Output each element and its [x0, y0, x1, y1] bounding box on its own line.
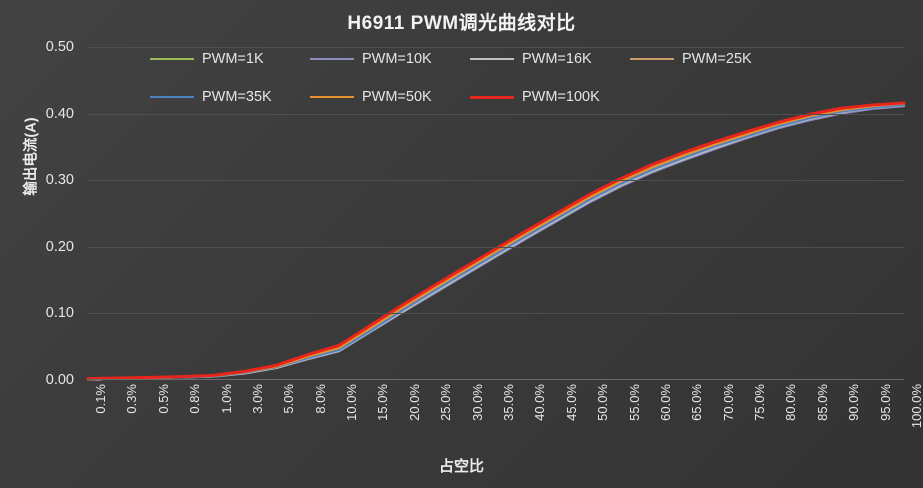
x-tick-label: 80.0%	[783, 384, 799, 421]
x-tick-label: 1.0%	[218, 384, 234, 414]
y-tick-label: 0.20	[45, 238, 74, 255]
legend-swatch-icon	[310, 58, 354, 60]
gridline	[88, 47, 904, 48]
series-line-pwm-10k	[87, 105, 905, 381]
legend-swatch-icon	[470, 95, 514, 99]
chart-legend: PWM=1K PWM=10K PWM=16K PWM=25K PWM=35K PWM=50…	[150, 48, 790, 124]
x-tick-label: 70.0%	[720, 384, 736, 421]
gridline	[88, 246, 904, 248]
legend-item-pwm-50k[interactable]: PWM=50K	[310, 86, 470, 108]
y-tick-label: 0.30	[45, 172, 74, 189]
legend-label: PWM=35K	[202, 89, 272, 105]
x-tick-label: 100.0%	[909, 384, 923, 429]
legend-label: PWM=10K	[362, 51, 432, 67]
legend-label: PWM=16K	[522, 51, 592, 67]
legend-label: PWM=25K	[682, 51, 752, 67]
series-line-pwm-35k	[87, 103, 905, 381]
legend-swatch-icon	[150, 96, 194, 98]
legend-item-pwm-35k[interactable]: PWM=35K	[150, 86, 310, 108]
x-tick-label: 8.0%	[312, 384, 328, 414]
legend-swatch-icon	[470, 58, 514, 60]
x-tick-label: 75.0%	[752, 384, 768, 421]
legend-item-pwm-10k[interactable]: PWM=10K	[310, 48, 470, 70]
x-axis-tick-labels: 0.1% 0.3% 0.5% 0.8% 1.0% 3.0% 5.0% 8.0% 10.0% 15.…	[88, 384, 923, 456]
series-line-pwm-16k	[87, 103, 905, 381]
x-tick-label: 95.0%	[877, 384, 893, 421]
legend-item-pwm-100k[interactable]: PWM=100K	[470, 86, 630, 108]
legend-swatch-icon	[310, 96, 354, 98]
x-tick-label: 20.0%	[406, 384, 422, 421]
plot-area	[86, 47, 906, 381]
series-line-pwm-100k	[86, 101, 906, 381]
x-tick-label: 0.1%	[93, 384, 108, 414]
legend-label: PWM=100K	[522, 89, 600, 105]
x-tick-label: 65.0%	[689, 384, 705, 421]
x-tick-label: 55.0%	[626, 384, 642, 421]
x-tick-label: 50.0%	[595, 384, 611, 421]
x-tick-label: 60.0%	[657, 384, 673, 421]
x-tick-label: 0.8%	[187, 384, 203, 414]
x-tick-label: 10.0%	[344, 384, 360, 421]
x-tick-label: 0.5%	[155, 384, 171, 414]
series-line-pwm-1k	[87, 104, 905, 381]
gridline	[88, 180, 904, 182]
x-tick-label: 35.0%	[501, 384, 516, 421]
x-tick-label: 15.0%	[375, 384, 391, 421]
x-tick-label: 85.0%	[814, 384, 830, 421]
legend-item-pwm-16k[interactable]: PWM=16K	[470, 48, 630, 70]
x-tick-label: 25.0%	[438, 384, 454, 421]
x-tick-label: 5.0%	[281, 384, 297, 414]
series-line-pwm-50k	[87, 102, 905, 381]
x-tick-label: 90.0%	[846, 384, 862, 421]
legend-swatch-icon	[630, 58, 674, 60]
y-tick-label: 0.40	[45, 105, 74, 122]
x-tick-label: 3.0%	[249, 384, 265, 414]
legend-item-pwm-1k[interactable]: PWM=1K	[150, 48, 310, 70]
y-tick-label: 0.50	[45, 39, 74, 55]
gridline	[88, 113, 904, 115]
legend-item-pwm-25k[interactable]: PWM=25K	[630, 48, 790, 70]
x-tick-label: 45.0%	[563, 384, 579, 421]
y-tick-label: 0.00	[45, 372, 74, 388]
chart-title: H6911 PWM调光曲线对比	[347, 13, 576, 34]
y-axis-tick-labels: 0.50 0.40 0.30 0.20 0.10 0.00	[14, 0, 101, 488]
y-tick-label: 0.10	[45, 305, 74, 322]
y-tick-mark	[95, 380, 101, 381]
series-line-pwm-25k	[87, 103, 905, 381]
x-tick-label: 30.0%	[469, 384, 485, 421]
x-axis-line	[88, 379, 904, 380]
legend-label: PWM=50K	[362, 89, 432, 105]
legend-label: PWM=1K	[202, 51, 264, 67]
series-lines	[86, 101, 906, 381]
x-tick-label: 40.0%	[532, 384, 548, 421]
legend-swatch-icon	[150, 58, 194, 60]
gridline	[88, 313, 904, 315]
x-tick-label: 0.3%	[124, 384, 140, 414]
x-axis-title: 占空比	[438, 458, 484, 475]
